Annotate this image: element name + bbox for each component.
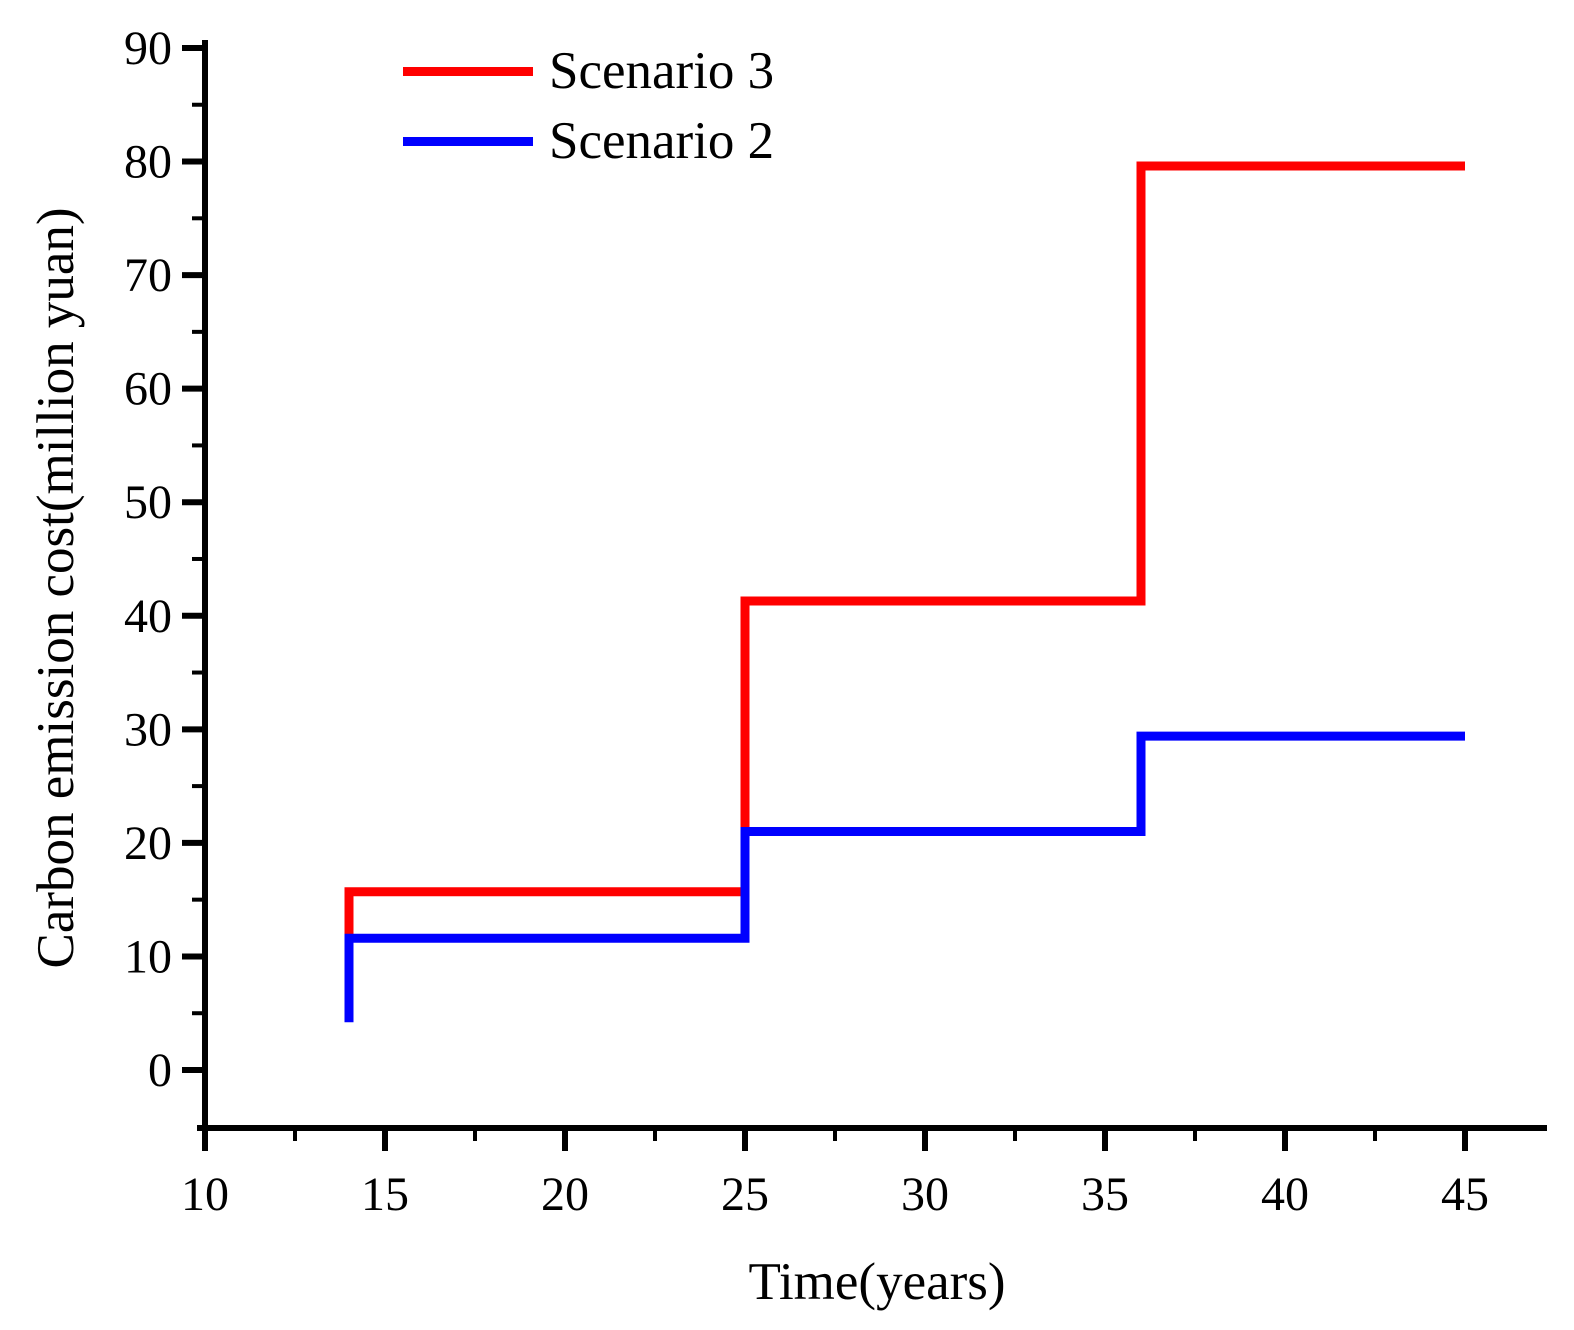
series-line-scenario-2 xyxy=(344,731,1465,1023)
legend-line-scenario-3 xyxy=(403,66,533,76)
series-lines xyxy=(344,161,1465,1023)
x-tick-label: 20 xyxy=(541,1168,589,1221)
y-tick-label: 20 xyxy=(124,817,172,870)
x-tick-label: 40 xyxy=(1261,1168,1309,1221)
y-tick-label: 90 xyxy=(124,22,172,75)
axes xyxy=(182,40,1547,1151)
y-tick-labels: 0 10 20 30 40 50 60 70 80 90 xyxy=(124,22,172,1097)
y-tick-label: 0 xyxy=(148,1044,172,1097)
x-tick-label: 25 xyxy=(721,1168,769,1221)
legend-item-scenario-3: Scenario 3 xyxy=(403,36,774,106)
legend-label-scenario-2: Scenario 2 xyxy=(549,111,775,170)
y-axis-title: Carbon emission cost(million yuan) xyxy=(27,207,85,969)
x-tick-label: 45 xyxy=(1441,1168,1489,1221)
x-tick-label: 15 xyxy=(361,1168,409,1221)
y-tick-label: 60 xyxy=(124,363,172,416)
x-tick-labels: 10 15 20 25 30 35 40 45 xyxy=(181,1168,1489,1221)
x-tick-label: 10 xyxy=(181,1168,229,1221)
legend-line-scenario-2 xyxy=(403,136,533,146)
series-line-scenario-3 xyxy=(344,161,1465,939)
x-axis-title: Time(years) xyxy=(748,1253,1006,1311)
legend: Scenario 3 Scenario 2 xyxy=(403,36,774,176)
y-tick-label: 80 xyxy=(124,136,172,189)
y-tick-label: 10 xyxy=(124,930,172,983)
legend-item-scenario-2: Scenario 2 xyxy=(403,106,774,176)
y-tick-label: 70 xyxy=(124,249,172,302)
x-tick-label: 35 xyxy=(1081,1168,1129,1221)
x-tick-label: 30 xyxy=(901,1168,949,1221)
y-tick-label: 50 xyxy=(124,476,172,529)
y-tick-label: 40 xyxy=(124,590,172,643)
y-tick-label: 30 xyxy=(124,703,172,756)
legend-label-scenario-3: Scenario 3 xyxy=(549,41,775,100)
